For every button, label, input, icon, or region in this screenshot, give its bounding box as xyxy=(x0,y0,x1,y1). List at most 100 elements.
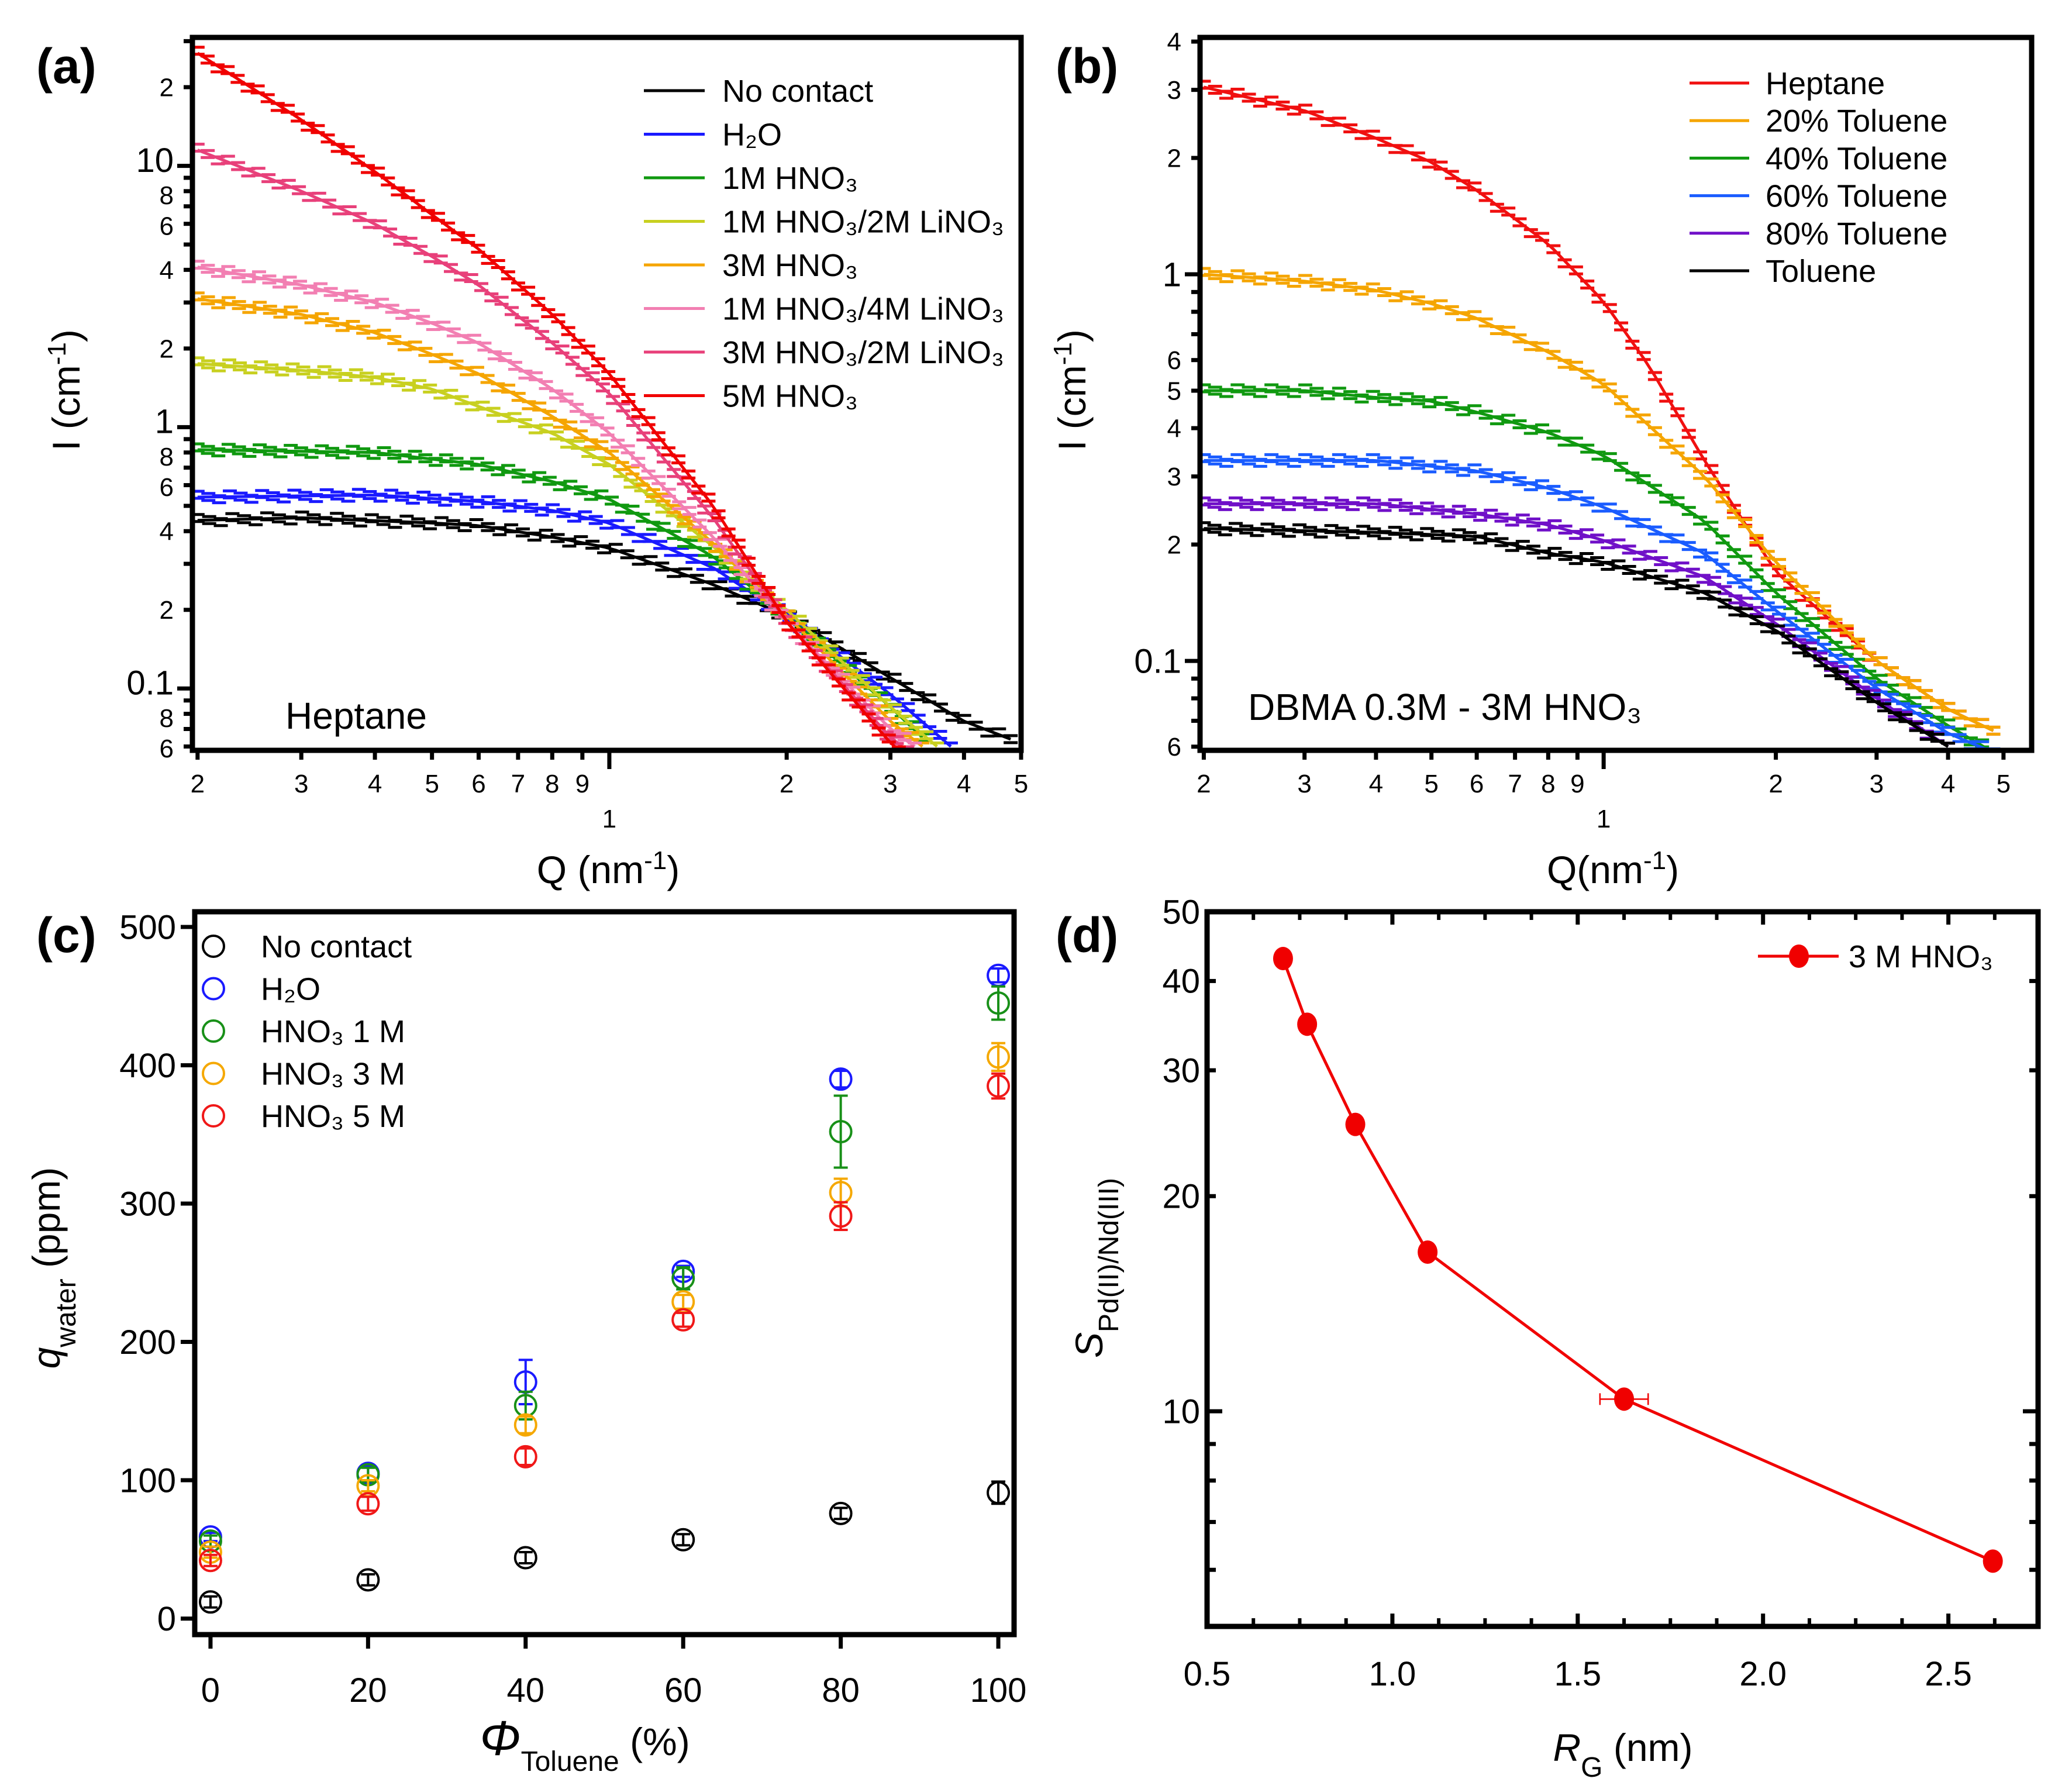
x-tick-label: 2.5 xyxy=(1925,1655,1972,1693)
legend-item: H₂O xyxy=(644,118,782,153)
series-0 xyxy=(198,1480,1011,1614)
label-segment: -1 xyxy=(1643,846,1666,875)
x-axis-label: ΦToluene (%) xyxy=(480,1711,689,1777)
legend-marker xyxy=(202,1104,225,1128)
x-tick-label: 100 xyxy=(970,1671,1027,1709)
label-segment: I (cm xyxy=(44,365,88,451)
data-point xyxy=(1983,1549,2003,1573)
y-tick-label: 4 xyxy=(1167,28,1181,57)
data-point xyxy=(1614,1387,1635,1411)
x-tick-label: 80 xyxy=(822,1671,860,1709)
legend-label: 1M HNO₃ xyxy=(722,161,858,196)
y-axis-label: I (cm-1) xyxy=(1049,329,1094,451)
legend-label: 60% Toluene xyxy=(1766,179,1947,214)
legend-item: 5M HNO₃ xyxy=(644,379,858,414)
x-tick-label: 3 xyxy=(883,770,897,798)
legend-label: No contact xyxy=(722,74,873,109)
x-tick-label: 4 xyxy=(368,770,382,798)
y-tick-label: 50 xyxy=(1162,893,1200,931)
label-segment: R xyxy=(1553,1726,1581,1769)
data-point xyxy=(671,1308,695,1332)
x-tick-label: 60 xyxy=(664,1671,702,1709)
x-axis-label: Q (nm-1) xyxy=(537,846,680,892)
x-tick-label: 0.5 xyxy=(1184,1655,1231,1693)
data-point xyxy=(671,1266,695,1290)
label-segment: ) xyxy=(667,848,680,891)
series-5 xyxy=(1200,521,1956,750)
y-tick-label: 6 xyxy=(160,212,174,240)
y-axis-label: SPd(II)/Nd(III) xyxy=(1067,1178,1125,1358)
label-segment: ) xyxy=(1666,848,1679,891)
legend-label: HNO₃ 5 M xyxy=(261,1099,405,1134)
data-point xyxy=(829,1204,853,1228)
y-axis-label: I (cm-1) xyxy=(43,329,88,451)
label-segment: I (cm xyxy=(1050,365,1094,451)
y-tick-label: 4 xyxy=(1167,415,1181,443)
legend-label: 1M HNO₃/4M LiNO₃ xyxy=(722,292,1004,327)
y-tick-label: 20 xyxy=(1162,1178,1200,1216)
x-tick-label: 5 xyxy=(1997,770,2011,798)
x-tick-label: 8 xyxy=(1541,770,1555,798)
data-point xyxy=(198,1549,222,1573)
legend-label: H₂O xyxy=(261,972,320,1007)
x-tick-label: 7 xyxy=(511,770,525,798)
y-tick-label: 2 xyxy=(160,74,174,102)
y-tick-label: 4 xyxy=(160,256,174,285)
data-point xyxy=(829,1501,853,1525)
y-tick-label: 3 xyxy=(1167,463,1181,491)
x-axis-label: RG (nm) xyxy=(1553,1726,1693,1783)
y-tick-label: 1 xyxy=(155,403,174,441)
panel-label: (c) xyxy=(36,908,96,963)
data-point xyxy=(513,1445,537,1469)
data-point xyxy=(1297,1012,1318,1036)
legend-item: No contact xyxy=(202,929,412,964)
label-segment: Toluene xyxy=(521,1746,619,1777)
x-tick-label: 9 xyxy=(575,770,589,798)
series-line xyxy=(1281,958,1994,1563)
y-tick-label: 200 xyxy=(119,1323,176,1361)
series-0 xyxy=(1273,947,2003,1573)
y-tick-label: 30 xyxy=(1162,1052,1200,1090)
data-point xyxy=(829,1067,853,1091)
label-segment: -1 xyxy=(644,846,667,875)
x-tick-label: 3 xyxy=(1870,770,1884,798)
data-point xyxy=(356,1568,380,1592)
plot-frame xyxy=(192,909,1017,1638)
data-point xyxy=(513,1546,537,1570)
legend-item: 1M HNO₃ xyxy=(644,161,858,196)
data-point xyxy=(1345,1112,1366,1136)
label-segment: ) xyxy=(1050,329,1094,342)
plot-area xyxy=(198,963,1011,1614)
data-point xyxy=(829,1120,853,1144)
legend-label: 3 M HNO₃ xyxy=(1849,939,1993,974)
legend-label: Heptane xyxy=(1766,66,1885,101)
x-tick-label: 5 xyxy=(1014,770,1028,798)
annotation: Heptane xyxy=(285,695,427,737)
legend-item: Toluene xyxy=(1690,254,1876,289)
x-axis-label: Q(nm-1) xyxy=(1547,846,1679,892)
x-tick-label: 3 xyxy=(294,770,308,798)
y-tick-label: 6 xyxy=(1167,733,1181,761)
legend-item: HNO₃ 1 M xyxy=(202,1014,405,1049)
legend-label: 1M HNO₃/2M LiNO₃ xyxy=(722,205,1004,240)
y-tick-label: 8 xyxy=(160,181,174,210)
legend-item: 3 M HNO₃ xyxy=(1758,939,1993,974)
x-tick-label: 3 xyxy=(1297,770,1311,798)
label-segment: Φ xyxy=(480,1711,520,1766)
panel-label: (a) xyxy=(36,39,96,94)
data-point xyxy=(987,991,1011,1015)
legend-marker xyxy=(202,1061,225,1085)
plot-area xyxy=(1273,947,2003,1573)
legend-item: 3M HNO₃ xyxy=(644,248,858,283)
data-point xyxy=(987,1045,1011,1069)
legend-marker xyxy=(1789,945,1809,968)
y-tick-label: 10 xyxy=(136,142,174,180)
x-tick-label: 2 xyxy=(780,770,794,798)
x-tick-label: 9 xyxy=(1570,770,1584,798)
label-segment: Q (nm xyxy=(537,848,644,891)
label-segment: (ppm) xyxy=(25,1167,68,1279)
y-tick-label: 6 xyxy=(1167,346,1181,375)
